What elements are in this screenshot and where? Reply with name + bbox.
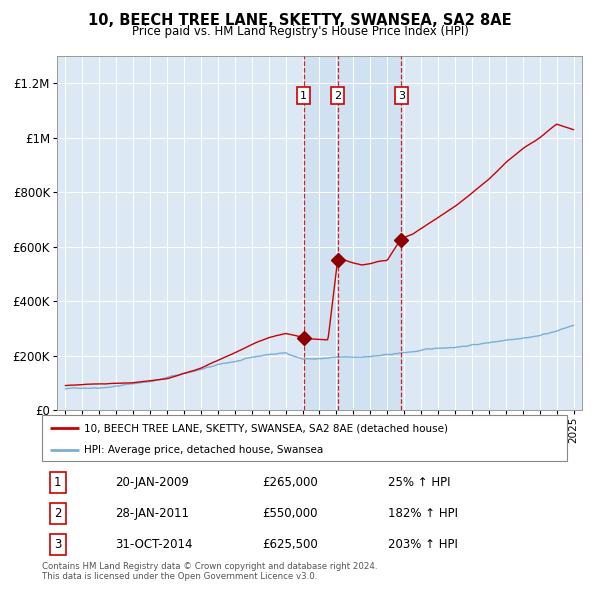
Text: 203% ↑ HPI: 203% ↑ HPI	[389, 538, 458, 551]
Text: Price paid vs. HM Land Registry's House Price Index (HPI): Price paid vs. HM Land Registry's House …	[131, 25, 469, 38]
Text: 1: 1	[54, 476, 62, 489]
Text: £625,500: £625,500	[263, 538, 318, 551]
Text: 3: 3	[54, 538, 61, 551]
Text: HPI: Average price, detached house, Swansea: HPI: Average price, detached house, Swan…	[84, 445, 323, 455]
Text: 182% ↑ HPI: 182% ↑ HPI	[389, 507, 458, 520]
Text: 2: 2	[54, 507, 62, 520]
Text: 28-JAN-2011: 28-JAN-2011	[115, 507, 190, 520]
Text: 31-OCT-2014: 31-OCT-2014	[115, 538, 193, 551]
Text: 3: 3	[398, 90, 405, 100]
Text: 10, BEECH TREE LANE, SKETTY, SWANSEA, SA2 8AE (detached house): 10, BEECH TREE LANE, SKETTY, SWANSEA, SA…	[84, 423, 448, 433]
Text: 20-JAN-2009: 20-JAN-2009	[115, 476, 190, 489]
Text: 25% ↑ HPI: 25% ↑ HPI	[389, 476, 451, 489]
FancyBboxPatch shape	[42, 415, 567, 461]
Text: £265,000: £265,000	[263, 476, 318, 489]
Bar	[304, 56, 401, 410]
Text: 2: 2	[334, 90, 341, 100]
Text: £550,000: £550,000	[263, 507, 318, 520]
Text: 1: 1	[300, 90, 307, 100]
Text: 10, BEECH TREE LANE, SKETTY, SWANSEA, SA2 8AE: 10, BEECH TREE LANE, SKETTY, SWANSEA, SA…	[88, 13, 512, 28]
Text: Contains HM Land Registry data © Crown copyright and database right 2024.
This d: Contains HM Land Registry data © Crown c…	[42, 562, 377, 581]
